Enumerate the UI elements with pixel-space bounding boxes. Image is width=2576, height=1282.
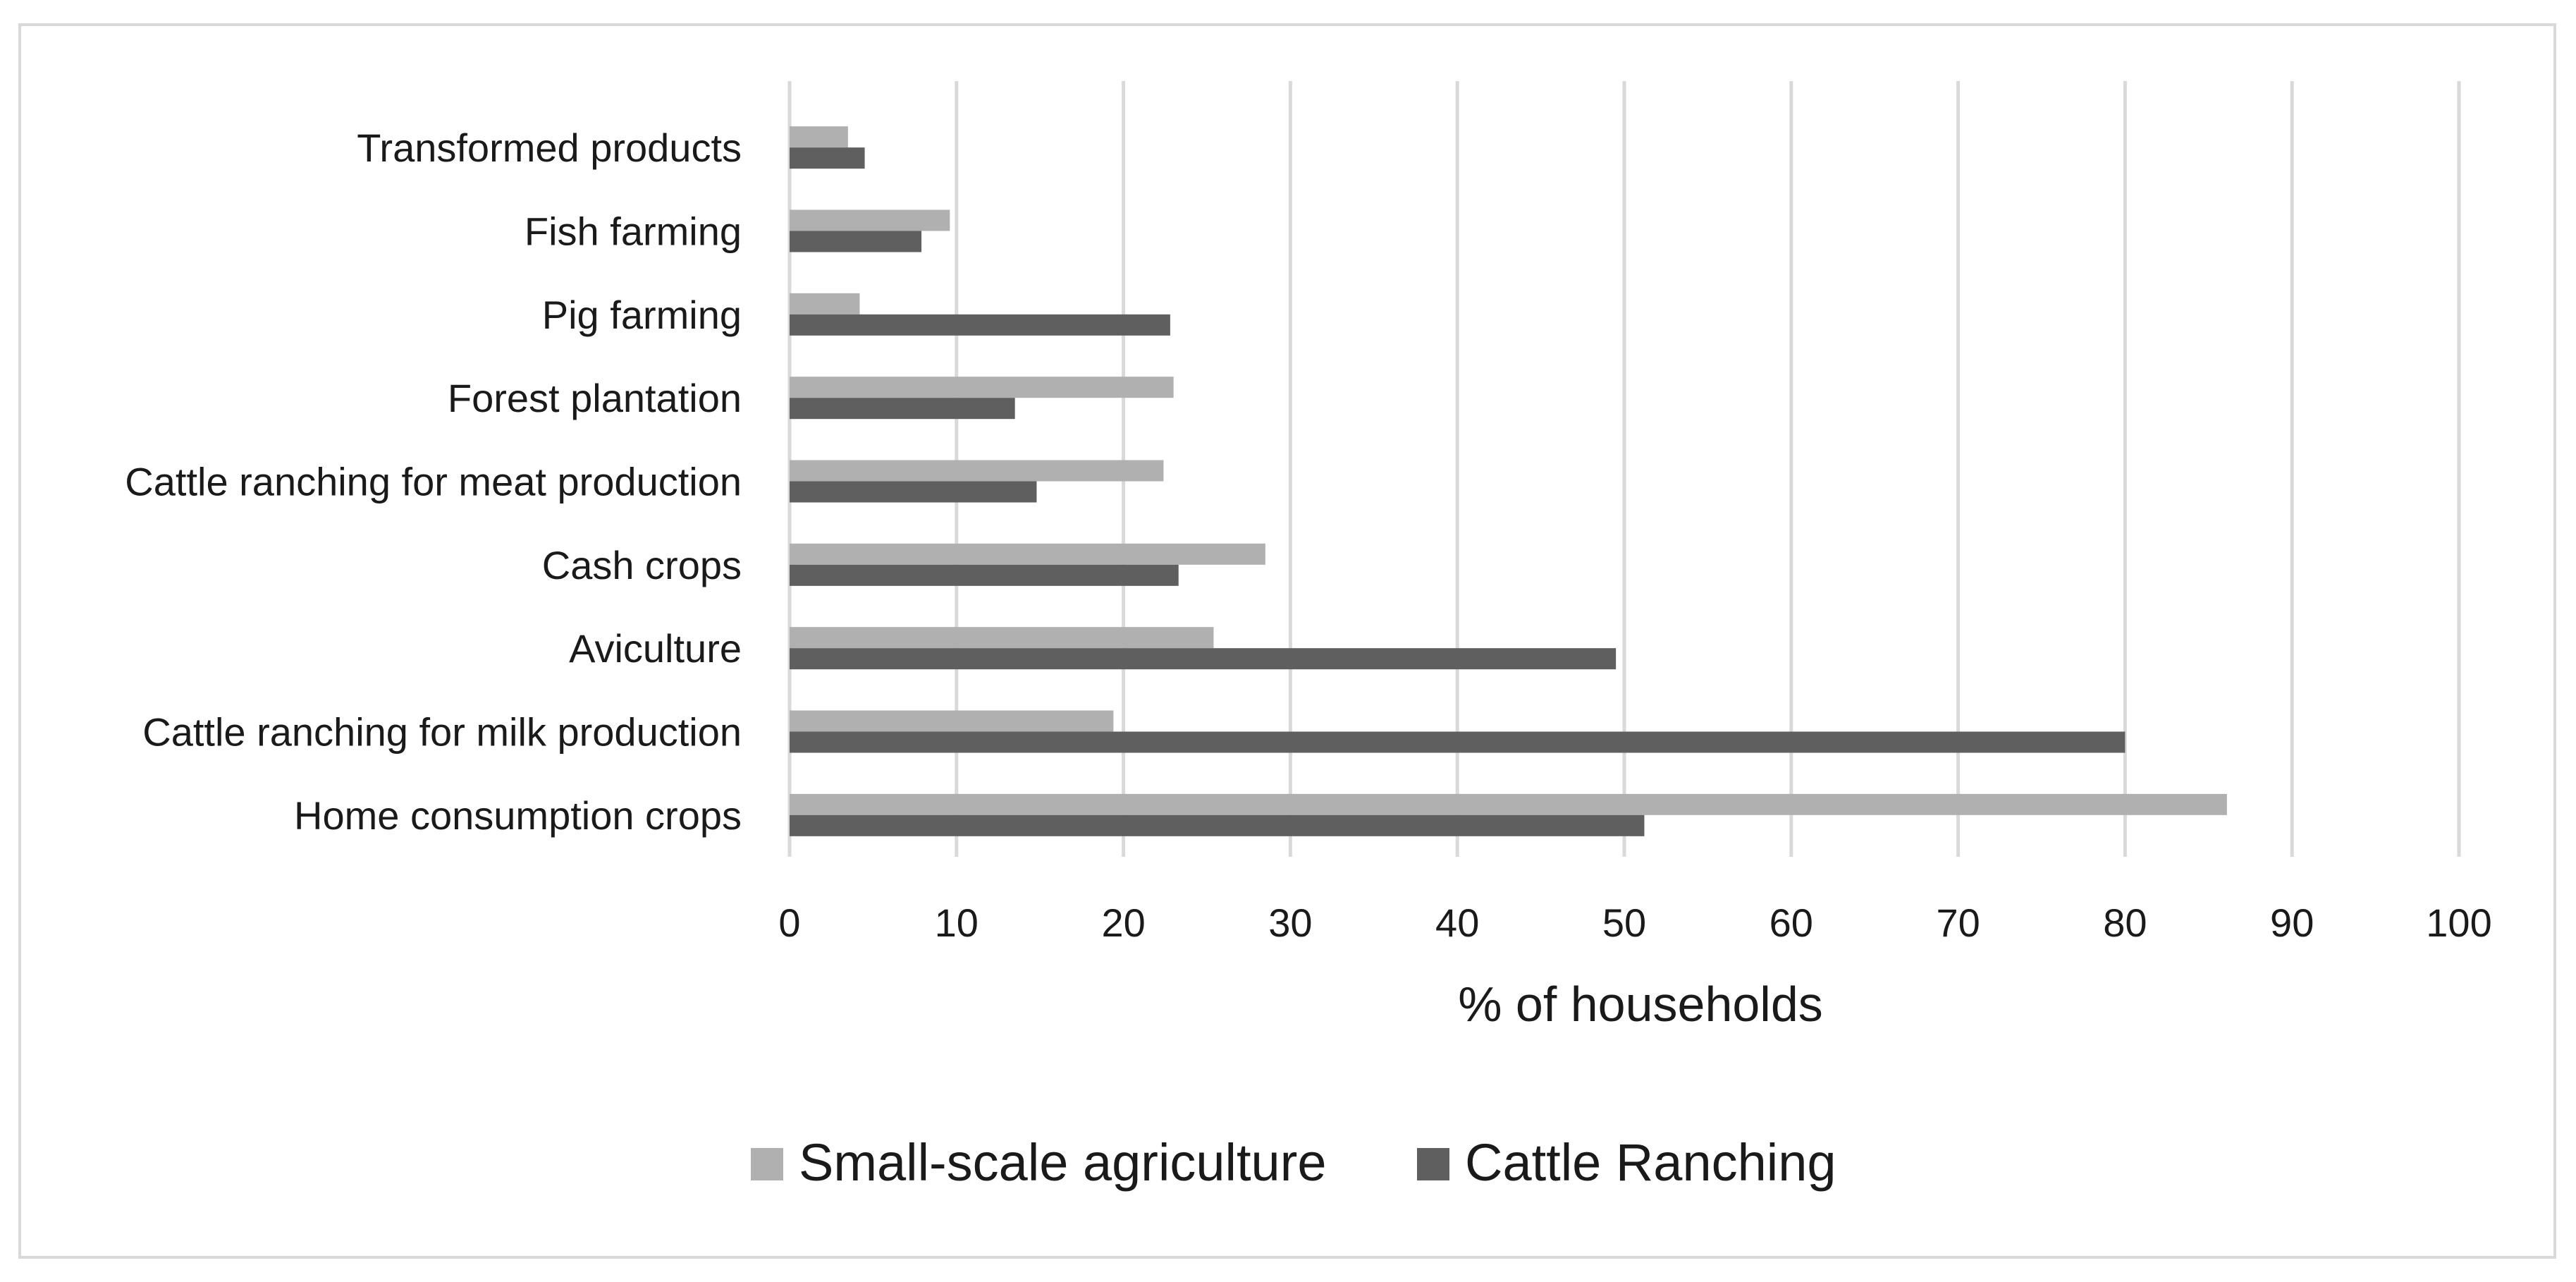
category-labels: Transformed products Fish farming Pig farm… bbox=[125, 126, 742, 838]
category-label: Cash crops bbox=[542, 543, 742, 587]
x-tick-label: 40 bbox=[1435, 901, 1479, 945]
x-tick-labels: 0 10 20 30 40 50 60 70 80 90 100 bbox=[778, 901, 2491, 945]
x-tick-label: 70 bbox=[1936, 901, 1980, 945]
legend-swatch bbox=[751, 1148, 783, 1180]
bar-cattle-ranching bbox=[790, 398, 1015, 420]
category-label: Forest plantation bbox=[448, 376, 742, 420]
legend-label: Small-scale agriculture bbox=[799, 1133, 1327, 1192]
category-label: Aviculture bbox=[569, 626, 742, 671]
bar-small-scale-agriculture bbox=[790, 543, 1265, 565]
legend-label: Cattle Ranching bbox=[1465, 1133, 1836, 1192]
bar-small-scale-agriculture bbox=[790, 627, 1214, 649]
x-tick-label: 50 bbox=[1602, 901, 1646, 945]
bar-small-scale-agriculture bbox=[790, 293, 860, 315]
bar-cattle-ranching bbox=[790, 481, 1037, 503]
bar-small-scale-agriculture bbox=[790, 793, 2227, 815]
bar-cattle-ranching bbox=[790, 814, 1645, 836]
legend: Small-scale agriculture Cattle Ranching bbox=[751, 1133, 1836, 1192]
bar-cattle-ranching bbox=[790, 147, 865, 169]
bar-small-scale-agriculture bbox=[790, 209, 950, 231]
bar-cattle-ranching bbox=[790, 648, 1617, 670]
x-tick-label: 20 bbox=[1101, 901, 1145, 945]
x-tick-label: 100 bbox=[2426, 901, 2491, 945]
x-tick-label: 10 bbox=[935, 901, 979, 945]
category-label: Fish farming bbox=[525, 209, 742, 254]
x-tick-label: 90 bbox=[2270, 901, 2314, 945]
bar-small-scale-agriculture bbox=[790, 710, 1114, 732]
bar-small-scale-agriculture bbox=[790, 126, 848, 148]
category-label: Pig farming bbox=[542, 293, 742, 337]
x-tick-label: 80 bbox=[2103, 901, 2147, 945]
bar-cattle-ranching bbox=[790, 314, 1170, 336]
bars bbox=[790, 126, 2227, 836]
bar-cattle-ranching bbox=[790, 731, 2126, 753]
category-label: Cattle ranching for meat production bbox=[125, 460, 742, 504]
bar-small-scale-agriculture bbox=[790, 460, 1164, 482]
category-label: Cattle ranching for milk production bbox=[142, 710, 742, 755]
x-tick-label: 60 bbox=[1770, 901, 1813, 945]
category-label: Home consumption crops bbox=[294, 793, 742, 838]
bar-cattle-ranching bbox=[790, 231, 922, 252]
chart-frame bbox=[18, 23, 2556, 1259]
bar-small-scale-agriculture bbox=[790, 377, 1174, 398]
x-tick-label: 30 bbox=[1268, 901, 1312, 945]
x-axis-title: % of households bbox=[1458, 977, 1823, 1032]
category-label: Transformed products bbox=[357, 126, 742, 170]
bar-cattle-ranching bbox=[790, 564, 1179, 586]
x-tick-label: 0 bbox=[778, 901, 800, 945]
legend-swatch bbox=[1417, 1148, 1449, 1180]
